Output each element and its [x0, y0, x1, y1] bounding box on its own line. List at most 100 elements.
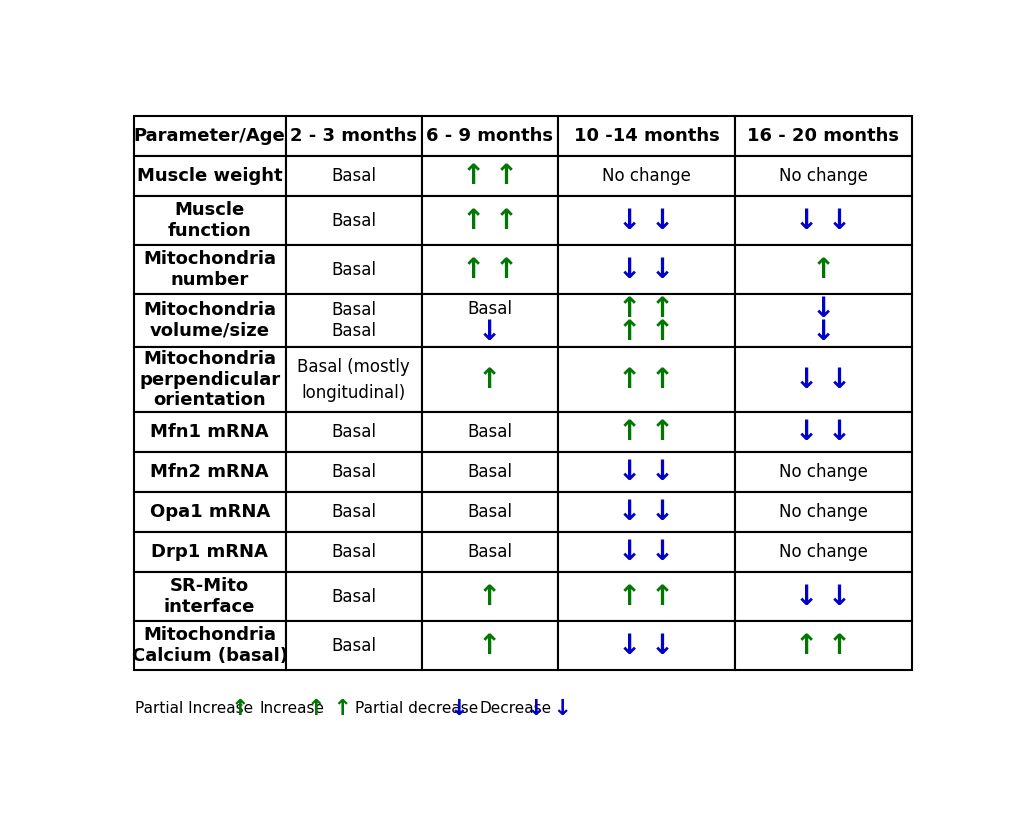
Text: Basal: Basal	[467, 300, 512, 318]
Bar	[557, 347, 735, 412]
Text: No change: No change	[779, 543, 867, 561]
Bar	[557, 412, 735, 452]
Bar	[133, 621, 285, 670]
Bar	[735, 245, 911, 294]
Bar	[421, 294, 557, 347]
Text: ↑ ↑: ↑ ↑	[618, 318, 674, 346]
Bar	[557, 245, 735, 294]
Bar	[421, 452, 557, 492]
Text: Basal: Basal	[331, 212, 376, 230]
Bar	[735, 492, 911, 533]
Bar	[133, 533, 285, 573]
Text: Basal: Basal	[331, 261, 376, 278]
Text: longitudinal): longitudinal)	[302, 384, 406, 402]
Text: Mfn2 mRNA: Mfn2 mRNA	[150, 463, 269, 482]
Text: Basal: Basal	[467, 543, 512, 561]
Bar	[735, 116, 911, 156]
Bar	[421, 412, 557, 452]
Bar	[285, 294, 421, 347]
Bar	[133, 452, 285, 492]
Text: ↑ ↑: ↑ ↑	[795, 631, 851, 660]
Bar	[557, 492, 735, 533]
Bar	[735, 621, 911, 670]
Text: ↑ ↑: ↑ ↑	[462, 256, 518, 283]
Text: ↑ ↑: ↑ ↑	[618, 418, 674, 446]
Bar	[735, 452, 911, 492]
Text: ↑: ↑	[811, 256, 835, 283]
Text: ↑ ↑: ↑ ↑	[618, 295, 674, 323]
Text: Basal: Basal	[331, 503, 376, 522]
Text: ↓ ↓: ↓ ↓	[795, 583, 851, 611]
Bar	[285, 452, 421, 492]
Text: Parameter/Age: Parameter/Age	[133, 127, 285, 145]
Bar	[735, 573, 911, 621]
Bar	[421, 196, 557, 245]
Bar	[285, 412, 421, 452]
Text: Basal: Basal	[331, 543, 376, 561]
Bar	[133, 347, 285, 412]
Text: ↑ ↑: ↑ ↑	[462, 162, 518, 191]
Text: Muscle
function: Muscle function	[167, 201, 252, 240]
Text: 10 -14 months: 10 -14 months	[573, 127, 718, 145]
Bar	[557, 294, 735, 347]
Bar	[735, 294, 911, 347]
Bar	[735, 156, 911, 196]
Text: ↓ ↓: ↓ ↓	[795, 418, 851, 446]
Text: No change: No change	[779, 167, 867, 186]
Text: Basal: Basal	[331, 423, 376, 441]
Text: ↑ ↑: ↑ ↑	[462, 206, 518, 235]
Text: Partial decrease: Partial decrease	[355, 701, 478, 716]
Bar	[735, 533, 911, 573]
Text: Mitochondria
number: Mitochondria number	[143, 250, 276, 289]
Text: ↓ ↓: ↓ ↓	[795, 206, 851, 235]
Text: Basal: Basal	[331, 463, 376, 482]
Bar	[285, 116, 421, 156]
Bar	[285, 492, 421, 533]
Bar	[421, 116, 557, 156]
Text: Basal: Basal	[331, 322, 376, 340]
Bar	[557, 573, 735, 621]
Text: ↓: ↓	[811, 295, 835, 323]
Text: No change: No change	[779, 463, 867, 482]
Text: Basal: Basal	[331, 301, 376, 319]
Text: ↓: ↓	[478, 318, 500, 346]
Text: ↓ ↓: ↓ ↓	[618, 631, 674, 660]
Text: Basal: Basal	[331, 588, 376, 606]
Bar	[557, 452, 735, 492]
Bar	[133, 116, 285, 156]
Bar	[557, 156, 735, 196]
Text: Mitochondria
volume/size: Mitochondria volume/size	[143, 301, 276, 340]
Bar	[133, 492, 285, 533]
Bar	[133, 294, 285, 347]
Text: Opa1 mRNA: Opa1 mRNA	[150, 503, 269, 522]
Bar	[421, 245, 557, 294]
Bar	[133, 245, 285, 294]
Text: Decrease: Decrease	[479, 701, 551, 716]
Text: ↓ ↓: ↓ ↓	[618, 538, 674, 566]
Bar	[421, 492, 557, 533]
Text: ↑: ↑	[478, 583, 500, 611]
Text: Mitochondria
Calcium (basal): Mitochondria Calcium (basal)	[131, 626, 287, 665]
Text: Muscle weight: Muscle weight	[137, 167, 282, 186]
Bar	[133, 196, 285, 245]
Text: Mitochondria
perpendicular
orientation: Mitochondria perpendicular orientation	[139, 349, 280, 410]
Bar	[557, 621, 735, 670]
Text: Mfn1 mRNA: Mfn1 mRNA	[150, 423, 269, 441]
Bar	[285, 196, 421, 245]
Text: Basal: Basal	[331, 167, 376, 186]
Text: No change: No change	[601, 167, 690, 186]
Text: No change: No change	[779, 503, 867, 522]
Text: Basal: Basal	[467, 463, 512, 482]
Bar	[421, 573, 557, 621]
Bar	[285, 347, 421, 412]
Text: ↓ ↓: ↓ ↓	[618, 256, 674, 283]
Text: SR-Mito
interface: SR-Mito interface	[164, 578, 255, 616]
Text: ↓ ↓: ↓ ↓	[526, 699, 571, 719]
Bar	[285, 245, 421, 294]
Text: Basal: Basal	[467, 423, 512, 441]
Bar	[133, 573, 285, 621]
Text: Increase: Increase	[259, 701, 324, 716]
Text: Partial Increase: Partial Increase	[136, 701, 254, 716]
Bar	[557, 533, 735, 573]
Text: Drp1 mRNA: Drp1 mRNA	[151, 543, 268, 561]
